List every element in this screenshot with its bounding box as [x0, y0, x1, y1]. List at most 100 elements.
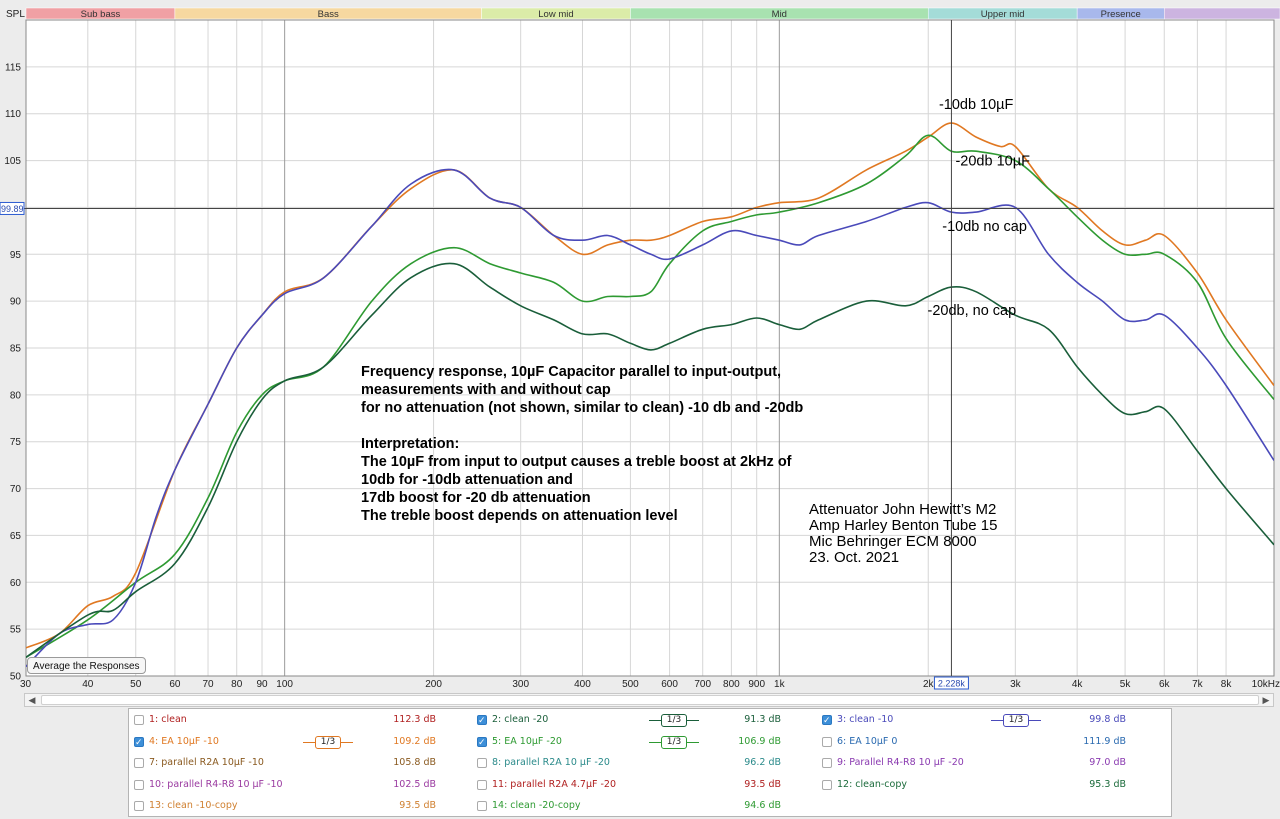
- legend-item[interactable]: 13: clean -10-copy 93.5 dB: [134, 797, 469, 815]
- x-tick-label: 6k: [1159, 679, 1171, 690]
- y-tick-label: 80: [10, 390, 22, 401]
- x-tick-label: 1k: [774, 679, 786, 690]
- legend-item[interactable]: 6: EA 10µF 0 111.9 dB: [822, 733, 1157, 751]
- curve-annotation: -10db no cap: [942, 219, 1027, 235]
- y-tick-label: 75: [10, 437, 22, 448]
- x-tick-label: 7k: [1192, 679, 1204, 690]
- curve-annotation: -20db, no cap: [927, 303, 1016, 319]
- scrollbar-thumb[interactable]: [41, 695, 1259, 705]
- x-tick-label: 200: [425, 679, 442, 690]
- horizontal-scrollbar[interactable]: ◀ ▶: [24, 693, 1274, 707]
- legend-value: 93.5 dB: [399, 800, 436, 811]
- legend-item[interactable]: 12: clean-copy 95.3 dB: [822, 776, 1157, 794]
- legend-checkbox[interactable]: [822, 758, 832, 768]
- legend-checkbox[interactable]: [822, 736, 832, 747]
- legend-value: 102.5 dB: [393, 778, 436, 790]
- note-line: Mic Behringer ECM 8000: [809, 533, 977, 550]
- y-tick-label: 65: [10, 531, 22, 542]
- legend-value: 99.8 dB: [1089, 714, 1126, 725]
- smoothing-badge[interactable]: 1/3: [303, 735, 353, 749]
- measurement-legend: 1: clean 112.3 dB 2: clean -20 1/3 91.3 dB 3:…: [128, 708, 1172, 817]
- smoothing-badge[interactable]: 1/3: [649, 714, 699, 727]
- legend-label: 6: EA 10µF 0: [837, 735, 898, 747]
- legend-checkbox[interactable]: [134, 779, 144, 790]
- legend-checkbox[interactable]: [134, 801, 144, 811]
- scroll-left-icon[interactable]: ◀: [28, 695, 36, 705]
- legend-checkbox[interactable]: [477, 779, 487, 790]
- note-bold-line: measurements with and without cap: [361, 382, 611, 398]
- y-tick-label: 105: [4, 156, 21, 167]
- legend-item[interactable]: 4: EA 10µF -10 1/3 109.2 dB: [134, 733, 469, 752]
- x-tick-label: 5k: [1120, 679, 1132, 690]
- series-line-clean-10: [26, 168, 1274, 668]
- curve-annotation: -20db 10µF: [955, 153, 1030, 169]
- legend-label: 9: Parallel R4-R8 10 µF -20: [837, 757, 964, 768]
- x-tick-label: 700: [694, 679, 711, 690]
- x-tick-label: 70: [202, 679, 214, 690]
- y-tick-label: 60: [10, 578, 22, 589]
- legend-value: 106.9 dB: [738, 735, 781, 747]
- x-tick-label: 400: [574, 679, 591, 690]
- scroll-right-icon[interactable]: ▶: [1262, 695, 1270, 705]
- band-label: Presence: [1101, 9, 1141, 20]
- frequency-response-chart[interactable]: Sub bass Bass Low mid Mid Upper mid Presence 5…: [0, 0, 1280, 693]
- legend-checkbox[interactable]: [477, 734, 487, 752]
- legend-checkbox[interactable]: [134, 758, 144, 768]
- legend-item[interactable]: 3: clean -10 1/3 99.8 dB: [822, 711, 1157, 730]
- legend-label: 2: clean -20: [492, 714, 549, 725]
- legend-checkbox[interactable]: [134, 715, 144, 725]
- plot-frame: [25, 19, 1275, 677]
- note-line: 23. Oct. 2021: [809, 549, 899, 566]
- y-tick-label: 90: [10, 297, 22, 308]
- x-tick-label: 800: [723, 679, 740, 690]
- band-label: Mid: [772, 9, 787, 20]
- cursor-y-readout: 99.89: [1, 204, 24, 214]
- note-line: Attenuator John Hewitt’s M2: [809, 501, 996, 518]
- cursor-y-readout-box: [0, 201, 25, 215]
- legend-checkbox[interactable]: [477, 758, 487, 768]
- legend-label: 10: parallel R4-R8 10 µF -10: [149, 778, 283, 790]
- x-tick-label: 8k: [1221, 679, 1233, 690]
- note-bold-line: Interpretation:: [361, 436, 459, 452]
- legend-item[interactable]: 8: parallel R2A 10 µF -20 96.2 dB: [477, 754, 812, 772]
- band-label: Sub bass: [81, 9, 121, 20]
- legend-item[interactable]: 5: EA 10µF -20 1/3 106.9 dB: [477, 733, 812, 752]
- x-tick-label: 900: [748, 679, 765, 690]
- x-tick-label: 40: [82, 679, 94, 690]
- cursor-x-readout: 2.228k: [938, 679, 966, 689]
- legend-item[interactable]: 10: parallel R4-R8 10 µF -10 102.5 dB: [134, 776, 469, 794]
- x-tick-label: 50: [130, 679, 142, 690]
- legend-checkbox[interactable]: [477, 712, 487, 730]
- smoothing-badge[interactable]: 1/3: [649, 735, 699, 749]
- legend-item[interactable]: 14: clean -20-copy 94.6 dB: [477, 797, 812, 815]
- average-responses-button[interactable]: Average the Responses: [27, 657, 146, 674]
- x-tick-label: 3k: [1010, 679, 1022, 690]
- y-tick-label: 85: [10, 344, 22, 355]
- y-tick-label: 115: [5, 62, 21, 73]
- legend-label: 7: parallel R2A 10µF -10: [149, 757, 264, 768]
- x-tick-label: 500: [622, 679, 639, 690]
- y-tick-label: 70: [10, 484, 22, 495]
- legend-item[interactable]: 7: parallel R2A 10µF -10 105.8 dB: [134, 754, 469, 772]
- legend-label: 13: clean -10-copy: [149, 800, 238, 811]
- series-line-ea-10-f-20: [26, 134, 1274, 658]
- legend-checkbox[interactable]: [822, 712, 832, 730]
- legend-value: 91.3 dB: [744, 714, 781, 725]
- x-tick-label: 30: [20, 679, 32, 690]
- x-tick-label: 80: [231, 679, 243, 690]
- legend-checkbox[interactable]: [822, 779, 832, 790]
- legend-item[interactable]: 11: parallel R2A 4.7µF -20 93.5 dB: [477, 776, 812, 794]
- note-bold-line: Frequency response, 10µF Capacitor paral…: [361, 364, 781, 380]
- curve-annotation: -10db 10µF: [939, 97, 1014, 113]
- y-tick-label: 50: [10, 672, 22, 683]
- x-tick-label: 600: [661, 679, 678, 690]
- smoothing-badge[interactable]: 1/3: [991, 714, 1041, 727]
- note-bold-line: 17db boost for -20 db attenuation: [361, 490, 591, 506]
- legend-item[interactable]: 2: clean -20 1/3 91.3 dB: [477, 711, 812, 730]
- legend-item[interactable]: 1: clean 112.3 dB: [134, 711, 469, 729]
- legend-item[interactable]: 9: Parallel R4-R8 10 µF -20 97.0 dB: [822, 754, 1157, 772]
- legend-checkbox[interactable]: [134, 734, 144, 752]
- legend-checkbox[interactable]: [477, 801, 487, 811]
- band-label: Upper mid: [981, 9, 1025, 20]
- band-label: Low mid: [538, 9, 573, 20]
